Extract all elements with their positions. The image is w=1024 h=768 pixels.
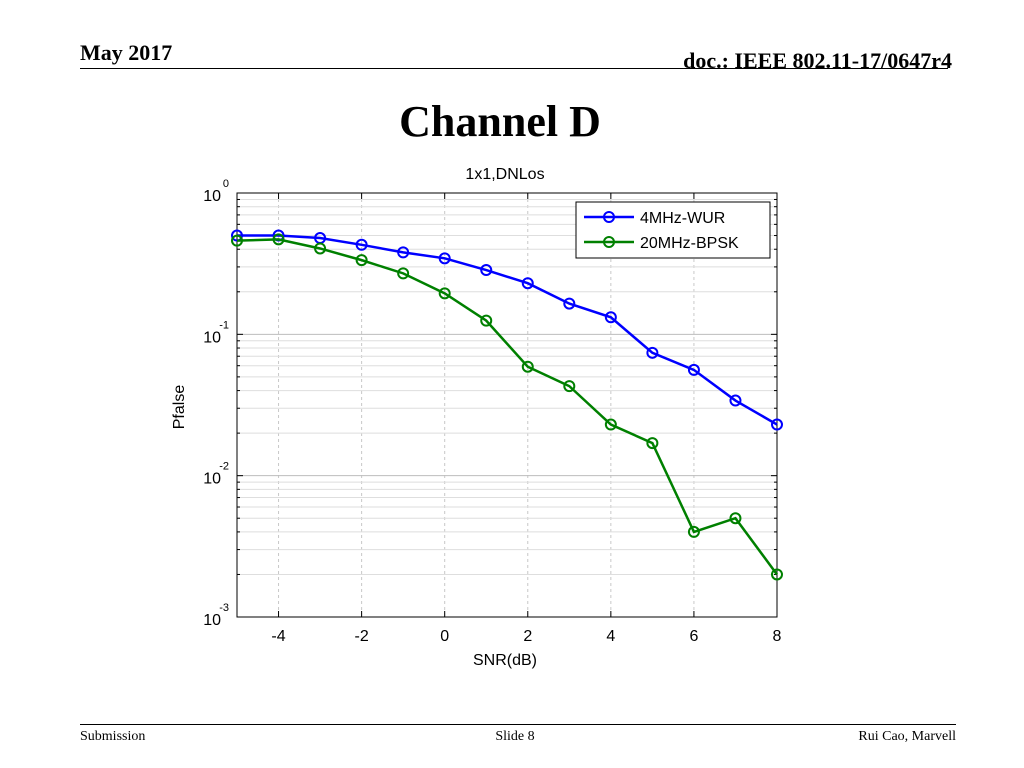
y-tick-label: 10 <box>203 612 221 629</box>
y-tick-exponent: -1 <box>219 319 229 331</box>
series-2-point <box>314 242 327 255</box>
x-tick-label: 4 <box>606 628 615 645</box>
y-tick-exponent: -2 <box>219 461 229 473</box>
header-date: May 2017 <box>80 40 173 65</box>
series-2-point <box>521 360 534 373</box>
series-1-point <box>646 346 659 359</box>
y-tick-exponent: 0 <box>223 178 229 190</box>
x-tick-label: -2 <box>354 628 368 645</box>
series-2-point <box>355 254 368 267</box>
series-1-point <box>438 252 451 265</box>
series-2-point <box>687 525 700 538</box>
series-1-point <box>521 277 534 290</box>
series-1-point <box>397 246 410 259</box>
chart-title: 1x1,DNLos <box>465 166 544 183</box>
y-tick-label: 10 <box>203 188 221 205</box>
series-2-point <box>272 233 285 246</box>
plot-frame <box>236 192 778 618</box>
footer-slide-number: Slide 8 <box>495 729 535 744</box>
series-1-point <box>771 418 783 431</box>
series-2-point <box>604 418 617 431</box>
footer-submission: Submission <box>80 729 146 744</box>
x-tick-label: 6 <box>689 628 698 645</box>
series-1-point <box>355 238 368 251</box>
plot-area <box>237 193 777 617</box>
series-1-point <box>729 394 742 407</box>
legend-marker-2 <box>603 236 615 248</box>
legend-label-1: 4MHz-WUR <box>640 210 725 227</box>
y-tick-exponent: -3 <box>219 602 229 614</box>
legend-label-2: 20MHz-BPSK <box>640 235 739 252</box>
slide-title: Channel D <box>399 97 601 146</box>
y-axis-label: Pfalse <box>171 385 188 430</box>
x-tick-label: 2 <box>523 628 532 645</box>
series-line-2 <box>236 238 779 576</box>
series-line-1 <box>237 234 778 426</box>
series-1-point <box>604 311 617 324</box>
header-rule <box>80 68 948 69</box>
series-2-point <box>563 380 576 393</box>
legend-marker-1 <box>603 211 615 223</box>
x-tick-label: 8 <box>773 628 782 645</box>
footer-rule <box>80 724 956 725</box>
series-2-point <box>480 314 493 327</box>
series-2-point <box>397 267 410 280</box>
series-2-point <box>646 437 659 450</box>
series-2-point <box>231 234 243 247</box>
y-tick-label: 10 <box>203 329 221 346</box>
x-axis-label: SNR(dB) <box>473 652 537 669</box>
series-1-point <box>687 363 700 376</box>
series-1-point <box>480 264 493 277</box>
x-tick-label: -4 <box>271 628 285 645</box>
series-2-point <box>729 512 742 525</box>
series-2-point <box>771 568 783 581</box>
series-1-point <box>563 297 576 310</box>
series-2-point <box>438 287 451 300</box>
x-tick-label: 0 <box>440 628 449 645</box>
footer-author: Rui Cao, Marvell <box>858 729 956 744</box>
y-tick-label: 10 <box>203 471 221 488</box>
